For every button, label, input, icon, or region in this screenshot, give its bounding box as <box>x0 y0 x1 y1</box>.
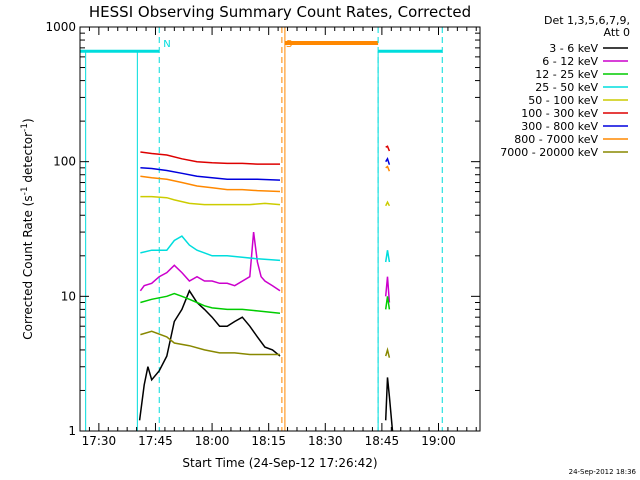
series-line <box>384 296 391 310</box>
timestamp: 24-Sep-2012 18:36 <box>569 468 637 476</box>
legend-entry-label: 12 - 25 keV <box>535 68 598 81</box>
plot-frame <box>79 26 481 432</box>
y-tick-label: 1 <box>68 424 76 438</box>
series-line <box>140 292 281 314</box>
series-line <box>140 195 281 206</box>
series-line <box>140 151 280 165</box>
chart-title: HESSI Observing Summary Count Rates, Cor… <box>89 3 471 21</box>
axis-ticks: 17:30 17:45 18:00 18:15 18:30 18:45 19:00 1 10 10… <box>45 20 480 448</box>
series-line <box>385 200 391 207</box>
y-tick-label: 100 <box>53 155 76 169</box>
legend-entry-label: 3 - 6 keV <box>549 42 598 55</box>
y-axis-label: Corrected Count Rate (s-1 detector-1) <box>20 118 35 339</box>
legend-entry-label: 50 - 100 keV <box>528 94 598 107</box>
x-tick-label: 19:00 <box>421 434 456 448</box>
x-tick-label: 17:45 <box>138 434 173 448</box>
marker-label: S <box>286 39 292 50</box>
x-tick-label: 18:45 <box>365 434 400 448</box>
x-tick-label: 18:00 <box>195 434 230 448</box>
series-line <box>140 330 280 356</box>
legend-entry-label: 100 - 300 keV <box>521 107 598 120</box>
series-line <box>138 289 281 421</box>
series-line <box>140 175 281 193</box>
series-line <box>384 346 391 358</box>
series-line <box>384 377 394 432</box>
series-line <box>385 145 391 152</box>
series-line <box>385 165 391 172</box>
series-line <box>384 276 391 303</box>
legend-header: Att 0 <box>604 26 630 39</box>
x-tick-label: 18:30 <box>308 434 343 448</box>
series-line <box>140 167 281 181</box>
x-tick-label: 17:30 <box>82 434 117 448</box>
legend-entry-label: 800 - 7000 keV <box>514 133 598 146</box>
x-tick-label: 18:15 <box>251 434 286 448</box>
series-line <box>139 232 281 292</box>
marker-label: N <box>163 39 170 50</box>
series-line <box>385 157 391 165</box>
x-axis-label: Start Time (24-Sep-12 17:26:42) <box>182 456 377 470</box>
legend-entry-label: 6 - 12 keV <box>542 55 598 68</box>
y-tick-label: 10 <box>61 289 76 303</box>
legend-entry-label: 25 - 50 keV <box>535 81 598 94</box>
series-line <box>384 250 391 263</box>
legend-header: Det 1,3,5,6,7,9, <box>544 14 630 27</box>
legend-entry-label: 300 - 800 keV <box>521 120 598 133</box>
series-line <box>140 235 281 262</box>
y-tick-label: 1000 <box>45 20 76 34</box>
legend-entry-label: 7000 - 20000 keV <box>500 146 598 159</box>
